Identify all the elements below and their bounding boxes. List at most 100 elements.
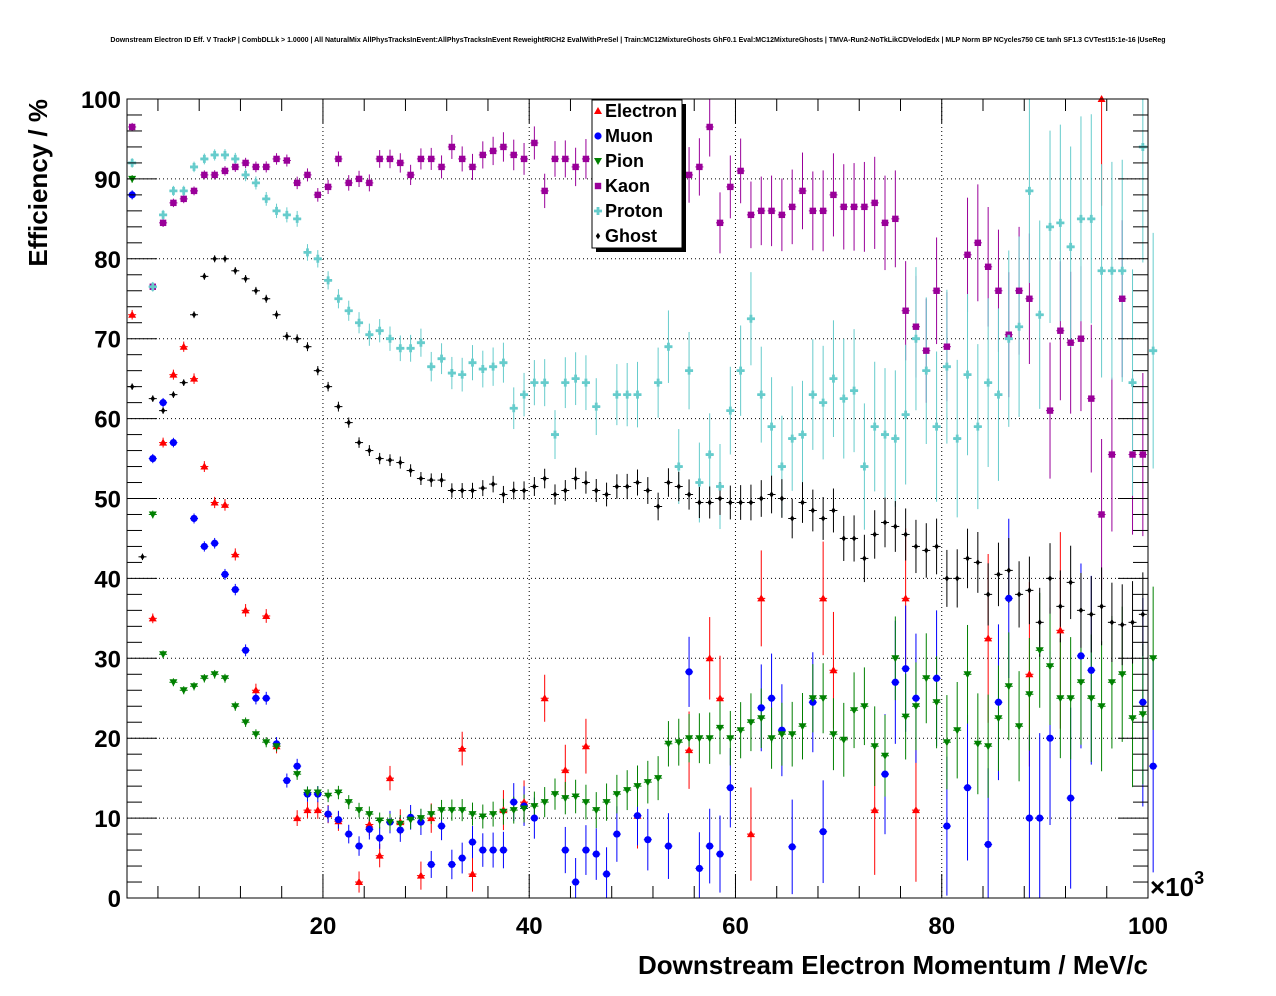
- electron-point: [468, 870, 477, 878]
- electron-point: [685, 746, 694, 754]
- x-axis-title: Downstream Electron Momentum / MeV/c: [638, 950, 1148, 980]
- pion-point: [963, 671, 972, 679]
- proton-point: [953, 434, 962, 443]
- proton-point: [324, 276, 333, 285]
- kaon-point: [871, 199, 878, 207]
- pion-point: [1149, 655, 1158, 663]
- proton-point: [468, 358, 477, 367]
- pion-point: [241, 719, 250, 727]
- kaon-point: [737, 167, 744, 175]
- kaon-point: [1088, 395, 1095, 402]
- muon-point: [572, 878, 580, 886]
- legend-box: [591, 99, 683, 249]
- proton-point: [220, 150, 229, 159]
- ghost-point: [748, 499, 754, 506]
- ghost-point: [470, 487, 475, 494]
- pion-point: [520, 805, 529, 813]
- ghost-point: [604, 491, 609, 498]
- kaon-point: [263, 163, 270, 171]
- muon-point: [881, 770, 889, 778]
- kaon-point: [293, 179, 301, 187]
- pion-point: [489, 811, 498, 819]
- muon-point: [1139, 698, 1147, 706]
- ghost-point: [1006, 567, 1011, 574]
- ghost-point: [501, 491, 506, 498]
- ghost-point: [1068, 579, 1073, 586]
- ghost-point: [1109, 619, 1115, 626]
- pion-point: [973, 740, 982, 748]
- ghost-point: [552, 491, 558, 498]
- proton-point: [344, 306, 353, 315]
- proton-point: [942, 362, 951, 371]
- muon-point: [324, 810, 332, 818]
- ghost-point: [903, 531, 908, 538]
- kaon-point: [933, 287, 940, 294]
- ghost-point: [944, 575, 950, 582]
- x-tick-label: 80: [928, 913, 955, 940]
- muon-point: [582, 846, 590, 854]
- pion-point: [190, 683, 199, 691]
- pion-point: [375, 817, 384, 825]
- ghost-point: [882, 519, 888, 526]
- proton-point: [808, 390, 817, 399]
- muon-point: [613, 830, 621, 838]
- ghost-point: [934, 543, 939, 550]
- electron-point: [355, 878, 364, 886]
- proton-point: [850, 386, 859, 395]
- electron-point: [241, 606, 250, 614]
- proton-point: [633, 390, 642, 399]
- proton-point: [396, 344, 405, 353]
- ghost-point: [614, 483, 620, 490]
- electron-point: [901, 594, 910, 602]
- proton-point: [1035, 310, 1044, 319]
- electron-point: [128, 310, 137, 318]
- y-axis-title: Efficiency / %: [23, 99, 53, 267]
- proton-point: [489, 362, 498, 371]
- electron-point: [365, 820, 374, 828]
- electron-point: [757, 594, 766, 602]
- pion-point: [478, 813, 487, 821]
- proton-point: [437, 354, 446, 363]
- muon-point: [345, 830, 353, 838]
- kaon-point: [861, 203, 868, 211]
- pion-point: [1066, 695, 1075, 703]
- proton-point: [757, 390, 766, 399]
- muon-point: [262, 694, 270, 702]
- ghost-point: [367, 447, 372, 454]
- kaon-point: [809, 207, 817, 215]
- electron-point: [159, 438, 168, 446]
- ghost-point: [985, 591, 991, 598]
- ghost-point: [800, 499, 805, 506]
- muon-point: [664, 842, 673, 850]
- proton-point: [293, 214, 302, 223]
- muon-point: [242, 646, 250, 654]
- pion-point: [829, 731, 838, 739]
- proton-point: [623, 390, 632, 399]
- pion-point: [148, 511, 157, 519]
- kaon-point: [819, 207, 827, 215]
- proton-point: [231, 154, 240, 163]
- proton-point: [447, 369, 456, 378]
- electron-point: [385, 774, 394, 782]
- pion-point: [509, 807, 518, 815]
- ghost-point: [686, 491, 692, 498]
- pion-point: [932, 699, 941, 707]
- proton-point: [685, 366, 694, 375]
- ghost-point: [387, 456, 393, 464]
- kaon-point: [335, 155, 342, 163]
- ghost-point: [274, 311, 279, 318]
- pion-point: [313, 789, 322, 797]
- pion-point: [633, 783, 642, 791]
- kaon-point: [562, 155, 569, 163]
- kaon-point: [407, 171, 414, 179]
- pion-point: [901, 713, 910, 721]
- kaon-point: [923, 347, 930, 354]
- pion-point: [210, 671, 219, 679]
- pion-point: [1076, 679, 1085, 687]
- kaon-point: [355, 175, 363, 183]
- electron-point: [1025, 670, 1034, 678]
- pion-point: [881, 752, 890, 760]
- ghost-point: [511, 487, 516, 494]
- proton-point: [592, 402, 601, 411]
